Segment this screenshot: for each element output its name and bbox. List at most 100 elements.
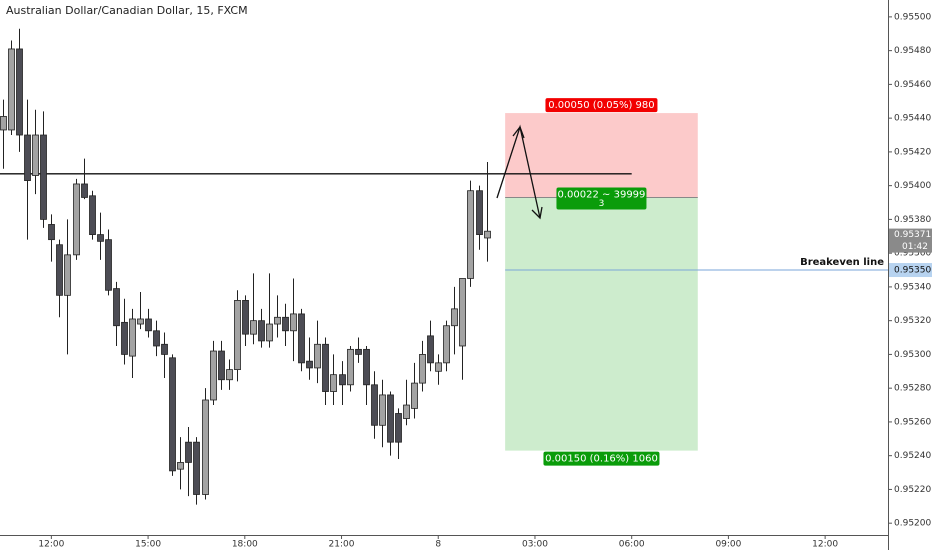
candle-body [476, 190, 483, 235]
candle-body [419, 354, 426, 384]
y-tick-label: 0.95480 [894, 46, 931, 56]
candle-body [290, 313, 297, 332]
candle-body [451, 308, 458, 327]
candle-body [274, 316, 281, 325]
y-tick-label: 0.95200 [894, 519, 931, 529]
candle-body [202, 399, 209, 495]
candle-body [459, 278, 466, 347]
breakeven-price-box [889, 263, 932, 278]
target-label-box [543, 451, 660, 466]
candle-body [226, 369, 233, 381]
candle-body [427, 335, 434, 364]
breakeven-price-label: 0.95350 [894, 266, 931, 276]
y-tick-label: 0.95360 [894, 249, 931, 259]
candle-body [298, 313, 305, 364]
candle-body [137, 318, 144, 325]
candle-body [306, 360, 313, 369]
breakeven-text: Breakeven line [800, 257, 884, 268]
candle-body [8, 48, 15, 131]
candle-body [32, 134, 39, 176]
y-tick-label: 0.95260 [894, 417, 931, 427]
x-tick-label: 09:00 [715, 540, 741, 550]
candle-body [97, 234, 104, 242]
candle-body [395, 413, 402, 443]
x-tick-label: 06:00 [619, 540, 645, 550]
y-tick-label: 0.95220 [894, 485, 931, 495]
ratio-label-box [556, 187, 647, 210]
y-tick-label: 0.95240 [894, 451, 931, 461]
candle-body [330, 374, 337, 392]
candle-body [129, 318, 136, 357]
candle-body [403, 404, 410, 419]
candle-body [250, 320, 257, 335]
candle-body [40, 134, 47, 220]
y-tick-label: 0.95320 [894, 316, 931, 326]
y-tick-label: 0.95420 [894, 147, 931, 157]
candle-body [234, 300, 241, 371]
candle-body [347, 348, 354, 386]
candle-body [282, 316, 289, 332]
candle-body [48, 224, 55, 241]
arrow-head [512, 125, 525, 139]
candle-body [387, 394, 394, 443]
last-price-box [889, 228, 932, 253]
x-tick-label: 12:00 [38, 540, 64, 550]
candle-body [177, 462, 184, 470]
stop-label-box [545, 98, 658, 113]
candle-body [314, 343, 321, 369]
candle-body [467, 190, 474, 279]
stop-zone [505, 113, 698, 198]
y-tick-label: 0.95340 [894, 282, 931, 292]
ratio-sub: 3 [599, 199, 605, 209]
x-tick-label: 8 [435, 540, 441, 550]
ratio-label: 0.00022 ~ 39999 [558, 189, 646, 200]
candle-body [371, 384, 378, 426]
candle-body [169, 357, 176, 472]
candle-body [484, 230, 491, 239]
candle-body [258, 320, 265, 342]
candle-body [89, 195, 96, 235]
x-tick-label: 03:00 [522, 540, 548, 550]
candle-body [113, 288, 120, 327]
target-label: 0.00150 (0.16%) 1060 [545, 454, 658, 465]
candle-body [16, 48, 23, 136]
candle-body [266, 323, 273, 342]
y-tick-label: 0.95440 [894, 114, 931, 124]
candle-body [0, 116, 7, 131]
candle-body [145, 318, 152, 332]
y-tick-label: 0.95380 [894, 215, 931, 225]
candle-body [339, 374, 346, 386]
last-price-label: 0.95371 [894, 230, 931, 240]
target-zone [505, 197, 698, 451]
arrow-head [531, 206, 543, 220]
y-tick-label: 0.95300 [894, 350, 931, 360]
candle-body [363, 348, 370, 386]
candle-body [242, 300, 249, 335]
candle-body [435, 362, 442, 372]
stop-label: 0.00050 (0.05%) 980 [548, 100, 654, 111]
chart-title: Australian Dollar/Canadian Dollar, 15, F… [6, 4, 248, 17]
candle-body [56, 244, 63, 296]
candle-body [443, 325, 450, 364]
candle-body [355, 348, 362, 355]
candle-body [161, 343, 168, 355]
y-tick-label: 0.95400 [894, 181, 931, 191]
candle-body [81, 183, 88, 198]
candle-body [411, 382, 418, 409]
candle-body [73, 183, 80, 256]
candle-body [185, 441, 192, 463]
candle-body [121, 321, 128, 355]
x-tick-label: 12:00 [812, 540, 838, 550]
candle-body [218, 350, 225, 381]
candle-body [379, 394, 386, 426]
y-tick-label: 0.95460 [894, 80, 931, 90]
y-tick-label: 0.95280 [894, 384, 931, 394]
candle-body [153, 330, 160, 347]
candle-body [24, 134, 31, 181]
candle-body [105, 239, 112, 291]
countdown-label: 01:42 [902, 242, 928, 252]
x-tick-label: 15:00 [135, 540, 161, 550]
candle-body [64, 254, 71, 296]
x-tick-label: 18:00 [232, 540, 258, 550]
